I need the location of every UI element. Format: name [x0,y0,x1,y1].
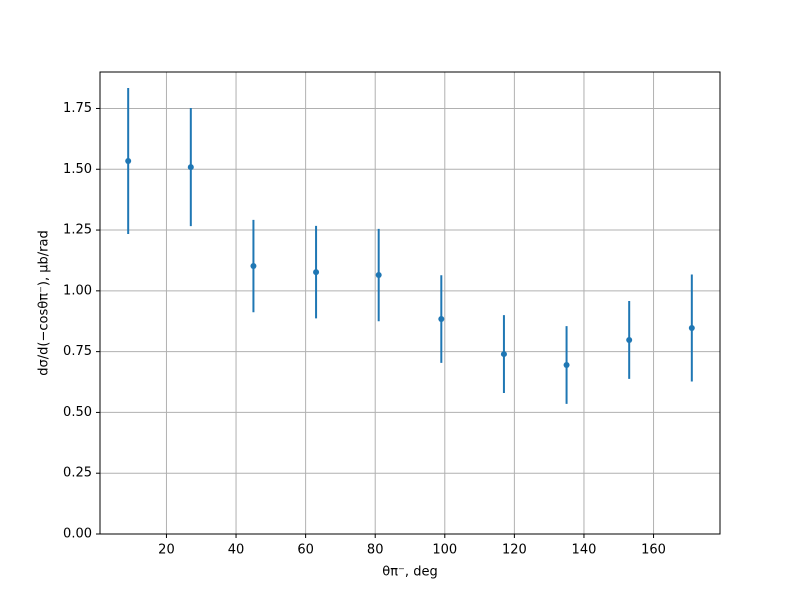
data-point [438,316,445,323]
data-point [500,351,507,358]
y-tick-label: 1.75 [63,101,92,116]
y-tick-label: 1.00 [63,283,92,298]
y-tick-label: 1.25 [63,223,92,238]
data-point [187,164,194,171]
y-tick-label: 0.00 [63,527,92,542]
plot-frame [99,71,721,535]
y-axis-label: dσ/d(−cosθπ⁻), μb/rad [37,230,52,375]
data-point [563,362,570,369]
x-tick-label: 20 [158,543,175,558]
x-tick-label: 40 [228,543,245,558]
data-point [688,325,695,332]
data-point [626,336,633,343]
x-tick-label: 100 [432,543,457,558]
x-axis-label: θπ⁻, deg [382,565,437,580]
y-tick-label: 0.25 [63,466,92,481]
x-tick-label: 80 [367,543,384,558]
y-tick-label: 1.50 [63,162,92,177]
x-tick-label: 120 [502,543,527,558]
y-tick-label: 0.75 [63,344,92,359]
data-point [250,263,257,270]
y-tick-label: 0.50 [63,405,92,420]
x-tick-label: 140 [572,543,597,558]
x-tick-label: 160 [641,543,666,558]
x-tick-label: 60 [297,543,314,558]
data-point [125,157,132,164]
data-point [375,272,382,279]
data-point [313,269,320,276]
